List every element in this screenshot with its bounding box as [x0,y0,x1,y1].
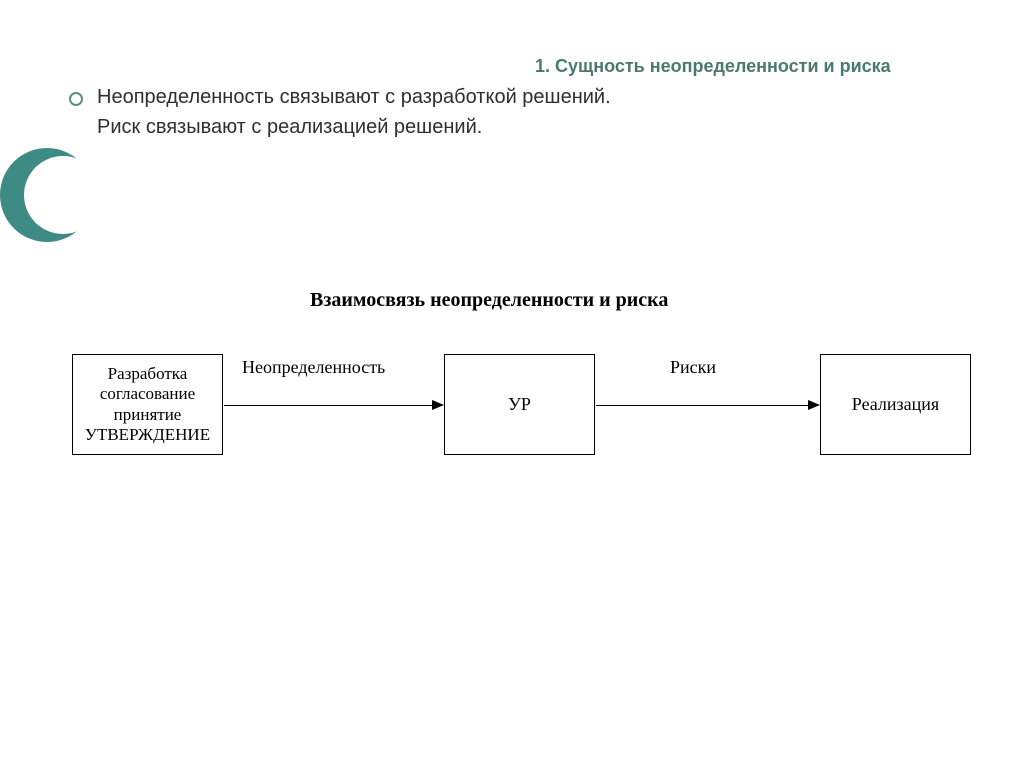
crescent-inner [24,156,102,234]
box-development-text: РазработкасогласованиепринятиеУТВЕРЖДЕНИ… [85,364,210,446]
body-line-2: Риск связывают с реализацией решений. [97,116,482,139]
diagram-title: Взаимосвязь неопределенности и риска [310,289,668,312]
arrow-1-head-icon [432,400,444,410]
crescent-decoration [0,148,94,242]
page-heading: 1. Сущность неопределенности и риска [535,56,891,77]
bullet-ring-icon [69,92,83,106]
arrow-2-line [596,405,808,406]
box-ur-text: УР [508,394,531,416]
arrow-1-label: Неопределенность [242,357,385,378]
arrow-2-label: Риски [670,357,716,378]
body-line-1: Неопределенность связывают с разработкой… [97,86,611,109]
arrow-1-line [224,405,432,406]
arrow-2-head-icon [808,400,820,410]
box-realization: Реализация [820,354,971,455]
box-development: РазработкасогласованиепринятиеУТВЕРЖДЕНИ… [72,354,223,455]
box-realization-text: Реализация [852,394,939,416]
box-ur: УР [444,354,595,455]
